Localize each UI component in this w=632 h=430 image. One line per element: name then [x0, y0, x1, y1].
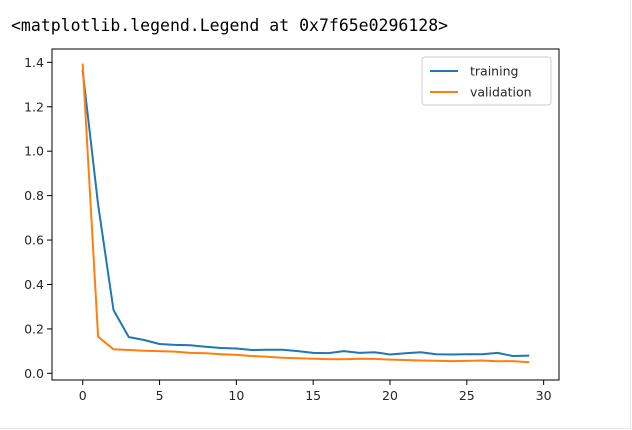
x-tick-label: 25 — [459, 388, 475, 403]
y-tick-label: 1.0 — [24, 144, 44, 159]
x-tick-label: 30 — [536, 388, 552, 403]
legend-label-validation: validation — [470, 85, 532, 100]
plot-layer: 0 5 10 15 20 25 30 0.0 0.2 0.4 0.6 0.8 1.0 1.2 1.4 trai… — [24, 48, 560, 403]
x-tick-label: 0 — [79, 388, 87, 403]
y-tick-label: 0.4 — [24, 277, 44, 292]
output-text: <matplotlib.legend.Legend at 0x7f65e0296… — [11, 16, 449, 35]
y-tick-label: 0.2 — [24, 321, 44, 336]
y-tick-label: 0.8 — [24, 188, 44, 203]
y-tick-label: 1.2 — [24, 99, 44, 114]
series-line-validation — [81, 63, 530, 364]
x-tick-label: 5 — [156, 388, 164, 403]
legend-label-training: training — [470, 64, 518, 79]
series-line-training — [81, 70, 530, 357]
x-tick-label: 20 — [382, 388, 398, 403]
y-tick-label: 0.6 — [24, 233, 44, 248]
x-tick-label: 15 — [305, 388, 321, 403]
y-tick-label: 1.4 — [24, 55, 44, 70]
plot-frame — [51, 48, 560, 381]
x-tick-label: 10 — [228, 388, 244, 403]
y-tick-label: 0.0 — [24, 366, 44, 381]
